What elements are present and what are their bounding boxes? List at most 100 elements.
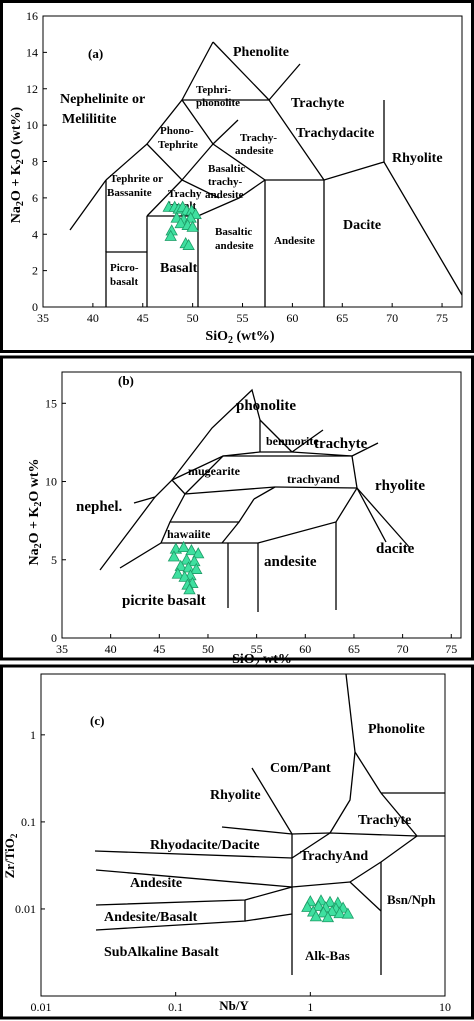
field-label: SubAlkaline Basalt: [104, 945, 219, 960]
field-label: Alk-Bas: [305, 948, 350, 963]
panel-a-x-ticks: 35 40 45 50 55 60 65 70 75: [37, 303, 448, 325]
x-tick-label: 40: [87, 311, 99, 325]
field-label: picrite basalt: [122, 593, 206, 609]
sample-point: [177, 540, 190, 553]
field-label: dacite: [376, 541, 415, 557]
sample-point: [309, 910, 323, 922]
y-tick-label: 0.1: [21, 815, 36, 829]
field-label: andesite: [205, 189, 244, 201]
panel-b-x-ticks: 35 40 45 50 55 60 65 70 75: [56, 634, 457, 656]
field-label: Basaltic: [208, 163, 245, 175]
field-label: Andesite: [130, 876, 182, 891]
panel-c-x-ticks: 0.01 0.1 1 10: [31, 992, 451, 1014]
y-tick-label: 0.01: [15, 902, 36, 916]
panel-c: 0.01 0.1 1 10 0.01 0.1 1 Phonolite Com/Pant R…: [0, 664, 474, 1020]
x-tick-label: 40: [105, 642, 117, 656]
field-label: trachyte: [314, 436, 368, 452]
field-label: Picro-: [110, 262, 139, 274]
field-label: Basaltic: [215, 226, 252, 238]
panel-a-field-boundaries: [69, 41, 463, 307]
field-label: Rhyolite: [210, 788, 261, 803]
field-label: nephel.: [76, 499, 123, 515]
sample-point: [188, 555, 201, 567]
field-label: Basalt: [160, 261, 198, 276]
field-label: Andesite/Basalt: [104, 910, 198, 925]
field-label: andesite: [235, 145, 274, 157]
y-tick-label: 10: [26, 118, 38, 132]
sample-point: [321, 911, 335, 923]
y-tick-label: 14: [26, 45, 38, 59]
field-label: basalt: [110, 276, 138, 288]
y-tick-label: 2: [32, 264, 38, 278]
sample-point: [333, 907, 346, 919]
y-tick-label: 8: [32, 155, 38, 169]
y-tick-label: 4: [32, 227, 38, 241]
sample-point: [164, 229, 177, 241]
x-tick-label: 45: [137, 311, 149, 325]
panel-b-field-labels: phonolite trachyte benmorite rhyolite mu…: [76, 398, 425, 609]
field-label: Dacite: [343, 218, 381, 233]
sample-point: [167, 550, 181, 562]
panel-c-label: (c): [90, 713, 104, 728]
y-tick-label: 5: [51, 553, 57, 567]
panel-b-y-ticks: 0 5 10 15: [45, 396, 66, 645]
panel-a-y-ticks: 0 2 4 6 8 10 12 14 16: [26, 9, 47, 314]
panel-a-y-axis-title: Na2O + K2O (wt%): [9, 106, 26, 223]
panel-c-field-labels: Phonolite Com/Pant Rhyolite Trachyte Rhy…: [104, 722, 436, 963]
field-label: phonolite: [196, 97, 240, 109]
sample-point: [174, 217, 187, 229]
field-label: Melilitite: [62, 112, 116, 127]
field-label: Nephelinite or: [60, 92, 145, 107]
x-tick-label: 10: [439, 1000, 451, 1014]
field-label: Bsn/Nph: [387, 892, 436, 907]
panel-b-samples: [167, 540, 205, 595]
field-label: Trachy-: [240, 132, 277, 144]
y-tick-label: 0: [32, 300, 38, 314]
x-tick-label: 35: [37, 311, 49, 325]
field-label: Phonolite: [368, 722, 425, 737]
panel-a-label: (a): [88, 46, 103, 61]
y-tick-label: 15: [45, 396, 57, 410]
panel-b-label: (b): [118, 373, 134, 388]
x-tick-label: 55: [251, 642, 263, 656]
field-label: andesite: [264, 554, 317, 570]
x-tick-label: 0.01: [31, 1000, 52, 1014]
panel-a: 35 40 45 50 55 60 65 70 75 0 2 4 6 8 10 12 14 16: [0, 0, 474, 353]
sample-point: [301, 900, 314, 912]
x-tick-label: 35: [56, 642, 68, 656]
field-label: Trachyte: [358, 813, 411, 828]
sample-point: [325, 904, 339, 917]
field-label: mugearite: [188, 464, 241, 478]
x-tick-label: 0.1: [168, 1000, 183, 1014]
sample-point: [323, 895, 337, 907]
y-tick-label: 16: [26, 9, 38, 23]
y-tick-label: 1: [30, 728, 36, 742]
panel-b: 35 40 45 50 55 60 65 70 75 0 5 10 15: [0, 355, 474, 669]
panel-b-field-boundaries: [99, 388, 411, 612]
sample-point: [182, 561, 195, 573]
x-tick-label: 65: [348, 642, 360, 656]
field-label: Phono-: [160, 125, 194, 137]
x-tick-label: 45: [153, 642, 165, 656]
field-label: Com/Pant: [270, 761, 331, 776]
panel-b-frame: [0, 355, 474, 661]
field-label: TrachyAnd: [300, 849, 368, 864]
field-label: Tephri-: [196, 84, 231, 96]
sample-point: [312, 899, 325, 911]
panel-c-samples: [301, 894, 355, 923]
sample-point: [185, 544, 198, 556]
x-tick-label: 75: [445, 642, 457, 656]
sample-point: [182, 238, 195, 250]
x-tick-label: 50: [202, 642, 214, 656]
sample-point: [341, 907, 355, 919]
field-label: trachy-: [208, 176, 243, 188]
panel-c-x-axis-title: Nb/Y: [219, 998, 249, 1013]
x-tick-label: 75: [436, 311, 448, 325]
x-tick-label: 50: [187, 311, 199, 325]
y-tick-label: 0: [51, 631, 57, 645]
panel-b-y-axis-title: Na2O + K2O wt%: [27, 458, 44, 565]
field-label: Tephrite: [158, 139, 198, 151]
x-tick-label: 70: [397, 642, 409, 656]
field-label: Andesite: [274, 235, 315, 247]
